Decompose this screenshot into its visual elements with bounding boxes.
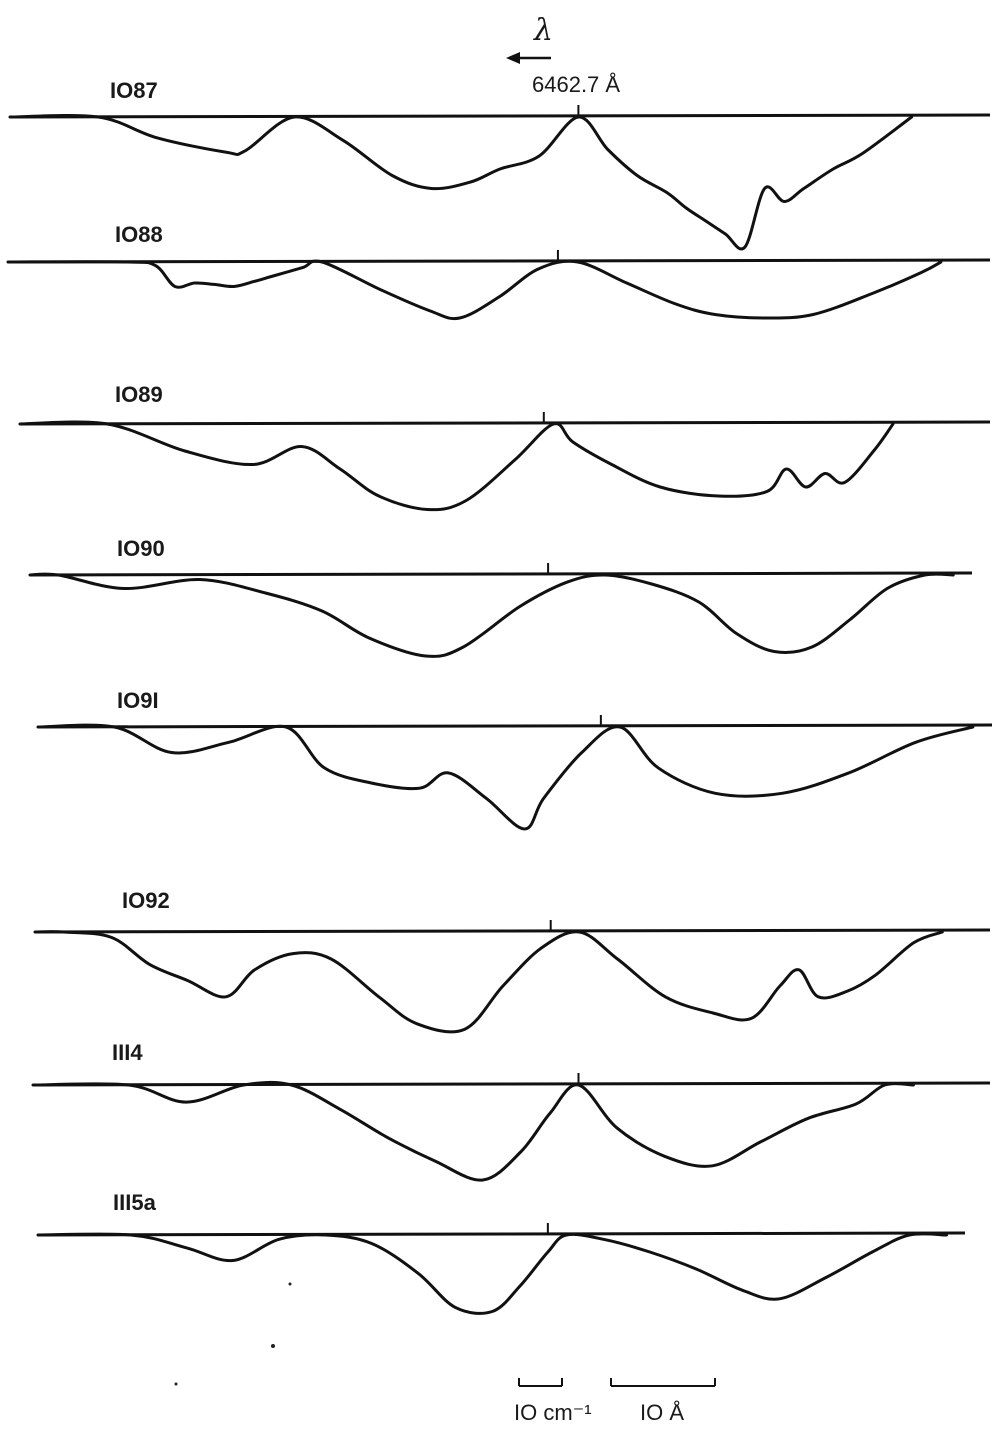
speck (174, 1382, 178, 1386)
spectrum-io88: IO88 (6, 222, 991, 321)
spectrum-io90: IO90 (28, 536, 973, 658)
spectrum-label: III4 (112, 1040, 143, 1065)
spectrum-trace (8, 113, 914, 251)
baseline (7, 258, 991, 264)
baseline (37, 1231, 966, 1237)
reference-wavelength-label: 6462.7 Å (532, 72, 620, 97)
spectra-group: IO87 IO88 IO89 IO90 IO9I IO92 III4 III5a (6, 78, 993, 1315)
spectrum-trace (18, 420, 895, 512)
wavelength-arrow (506, 52, 551, 64)
speck (271, 1344, 275, 1348)
scale-bar-angstrom (610, 1378, 716, 1387)
spectrum-trace (31, 1080, 915, 1182)
spectrum-trace (33, 930, 944, 1034)
spectrum-iii4: III4 (31, 1040, 991, 1182)
spectrum-io92: IO92 (33, 888, 991, 1034)
baseline (19, 420, 991, 426)
spectrum-trace (6, 259, 943, 321)
spectrum-label: III5a (113, 1190, 157, 1215)
spectrum-label: IO92 (122, 888, 170, 913)
spectrum-trace (36, 1232, 948, 1315)
scale-label-wavenumber: IO cm⁻¹ (514, 1400, 592, 1425)
spectrum-trace (36, 723, 975, 831)
baseline (37, 723, 993, 729)
spectrum-trace (28, 572, 955, 658)
baseline (34, 928, 991, 934)
scale-label-angstrom: IO Å (640, 1400, 684, 1425)
baseline (9, 113, 991, 119)
spectrum-label: IO89 (115, 382, 163, 407)
baseline (29, 571, 973, 577)
spectrum-io87: IO87 (8, 78, 991, 251)
spectrum-label: IO87 (110, 78, 158, 103)
spectrum-io9i: IO9I (36, 688, 993, 831)
spectrum-io89: IO89 (18, 382, 991, 512)
speck (288, 1282, 292, 1286)
spectrum-label: IO9I (117, 688, 159, 713)
spectrum-iii5a: III5a (36, 1190, 966, 1315)
scale-bar-wavenumber (518, 1378, 563, 1387)
spectrum-label: IO90 (117, 536, 165, 561)
baseline (32, 1081, 991, 1087)
spectrum-label: IO88 (115, 222, 163, 247)
lambda-symbol: λ (533, 13, 553, 48)
